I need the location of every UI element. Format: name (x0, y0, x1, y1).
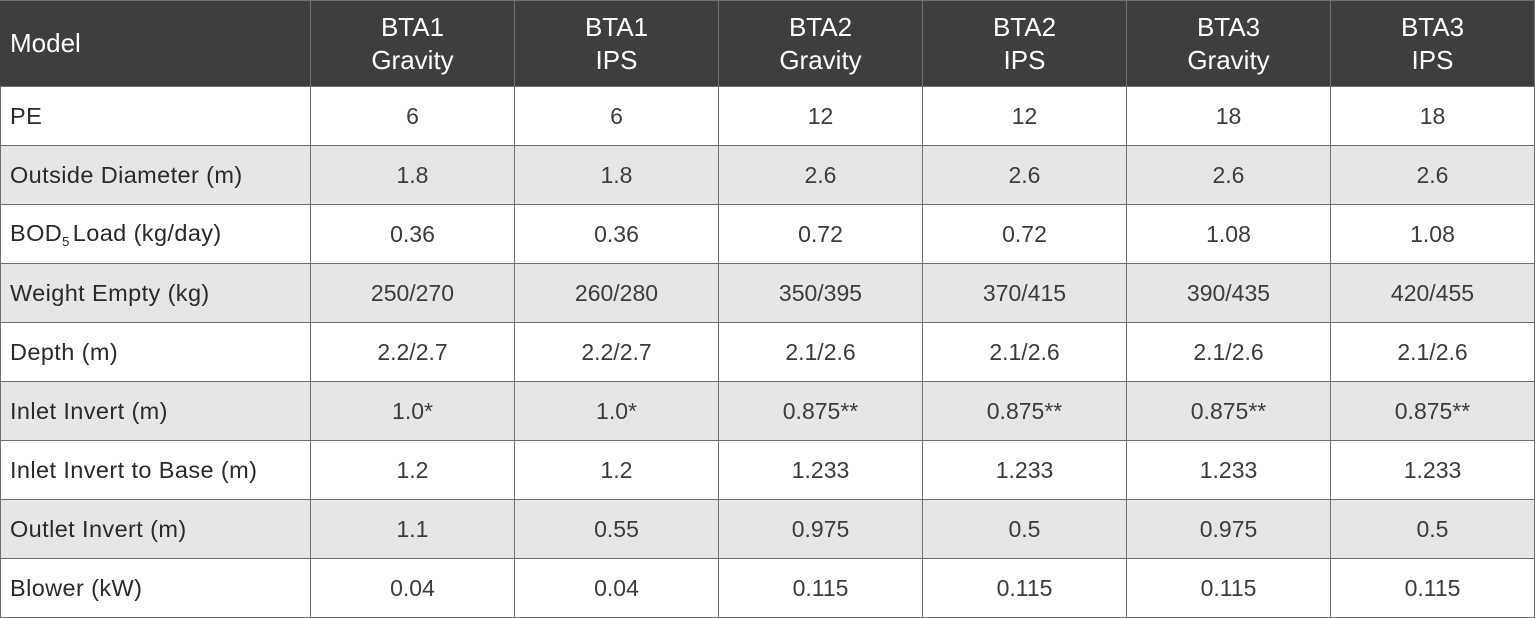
table-cell: 0.36 (514, 204, 719, 264)
table-cell: 2.6 (1330, 145, 1535, 205)
row-label-rest: Load (kg/day) (72, 219, 222, 246)
table-cell: 1.233 (922, 440, 1127, 500)
table-cell: 0.72 (718, 204, 923, 264)
table-cell: 1.1 (310, 499, 515, 559)
table-cell: 0.5 (922, 499, 1127, 559)
table-cell: 0.115 (718, 558, 923, 618)
table-cell: 1.08 (1126, 204, 1331, 264)
table-row-weight-empty: Weight Empty (kg) 250/270 260/280 350/39… (0, 263, 1535, 323)
table-cell: 260/280 (514, 263, 719, 323)
table-cell: 0.875** (718, 381, 923, 441)
header-line2: Gravity (1187, 44, 1270, 75)
table-cell: 0.04 (514, 558, 719, 618)
table-cell: 370/415 (922, 263, 1127, 323)
row-label-main: BOD (10, 219, 63, 246)
table-row-bod5-load: BOD5 Load (kg/day) 0.36 0.36 0.72 0.72 1.… (0, 204, 1535, 264)
table-cell: 6 (310, 86, 515, 146)
table-cell: 2.6 (718, 145, 923, 205)
table-cell: 18 (1126, 86, 1331, 146)
table-row-depth: Depth (m) 2.2/2.7 2.2/2.7 2.1/2.6 2.1/2.… (0, 322, 1535, 382)
table-cell: 1.0* (310, 381, 515, 441)
header-line2: IPS (595, 44, 638, 75)
table-cell: 0.36 (310, 204, 515, 264)
table-cell: 2.1/2.6 (1126, 322, 1331, 382)
row-label: Weight Empty (kg) (0, 263, 311, 323)
row-label: PE (0, 86, 311, 146)
table-cell: 0.72 (922, 204, 1127, 264)
table-cell: 2.6 (922, 145, 1127, 205)
table-cell: 12 (718, 86, 923, 146)
table-cell: 420/455 (1330, 263, 1535, 323)
row-label: Blower (kW) (0, 558, 311, 618)
table-cell: 2.1/2.6 (718, 322, 923, 382)
table-cell: 6 (514, 86, 719, 146)
row-label-subscript: 5 (62, 233, 70, 249)
header-line2: Gravity (371, 44, 454, 75)
table-cell: 2.2/2.7 (310, 322, 515, 382)
row-label: Depth (m) (0, 322, 311, 382)
table-cell: 1.2 (310, 440, 515, 500)
table-cell: 0.115 (1330, 558, 1535, 618)
table-cell: 1.233 (718, 440, 923, 500)
row-label: Outlet Invert (m) (0, 499, 311, 559)
table-row-outside-diameter: Outside Diameter (m) 1.8 1.8 2.6 2.6 2.6… (0, 145, 1535, 205)
row-label: Inlet Invert to Base (m) (0, 440, 311, 500)
table-cell: 0.55 (514, 499, 719, 559)
header-line1: BTA1 (380, 11, 445, 42)
header-bta1-ips: BTA1 IPS (514, 0, 719, 87)
table-cell: 2.6 (1126, 145, 1331, 205)
header-line1: BTA2 (992, 11, 1057, 42)
header-bta2-ips: BTA2 IPS (922, 0, 1127, 87)
header-line1: BTA2 (788, 11, 853, 42)
header-bta3-ips: BTA3 IPS (1330, 0, 1535, 87)
header-bta1-gravity: BTA1 Gravity (310, 0, 515, 87)
header-line1: BTA3 (1400, 11, 1465, 42)
header-line2: Gravity (779, 44, 862, 75)
header-line1: BTA1 (584, 11, 649, 42)
row-label: Outside Diameter (m) (0, 145, 311, 205)
table-cell: 0.115 (1126, 558, 1331, 618)
table-row-outlet-invert: Outlet Invert (m) 1.1 0.55 0.975 0.5 0.9… (0, 499, 1535, 559)
table-cell: 12 (922, 86, 1127, 146)
table-cell: 2.1/2.6 (1330, 322, 1535, 382)
table-cell: 0.875** (1126, 381, 1331, 441)
header-line2: IPS (1003, 44, 1046, 75)
table-cell: 1.8 (514, 145, 719, 205)
table-cell: 0.975 (1126, 499, 1331, 559)
table-cell: 0.875** (1330, 381, 1535, 441)
table-row-blower: Blower (kW) 0.04 0.04 0.115 0.115 0.115 … (0, 558, 1535, 618)
header-model-label: Model (0, 0, 311, 87)
table-cell: 390/435 (1126, 263, 1331, 323)
table-cell: 1.233 (1126, 440, 1331, 500)
table-cell: 250/270 (310, 263, 515, 323)
table-row-inlet-invert-to-base: Inlet Invert to Base (m) 1.2 1.2 1.233 1… (0, 440, 1535, 500)
header-bta2-gravity: BTA2 Gravity (718, 0, 923, 87)
table-cell: 1.233 (1330, 440, 1535, 500)
table-cell: 1.8 (310, 145, 515, 205)
table-cell: 0.975 (718, 499, 923, 559)
table-row-pe: PE 6 6 12 12 18 18 (0, 86, 1535, 146)
table-cell: 1.08 (1330, 204, 1535, 264)
table-cell: 1.2 (514, 440, 719, 500)
header-line2: IPS (1411, 44, 1454, 75)
table-cell: 2.2/2.7 (514, 322, 719, 382)
header-line1: BTA3 (1196, 11, 1261, 42)
table-cell: 350/395 (718, 263, 923, 323)
table-cell: 2.1/2.6 (922, 322, 1127, 382)
table-cell: 0.5 (1330, 499, 1535, 559)
row-label: Inlet Invert (m) (0, 381, 311, 441)
header-bta3-gravity: BTA3 Gravity (1126, 0, 1331, 87)
row-label: BOD5 Load (kg/day) (0, 204, 311, 264)
table-cell: 1.0* (514, 381, 719, 441)
table-cell: 0.115 (922, 558, 1127, 618)
table-row-inlet-invert: Inlet Invert (m) 1.0* 1.0* 0.875** 0.875… (0, 381, 1535, 441)
header-row: Model BTA1 Gravity BTA1 IPS BTA2 Gravity BT… (0, 0, 1535, 87)
table-cell: 0.875** (922, 381, 1127, 441)
table-cell: 18 (1330, 86, 1535, 146)
table-cell: 0.04 (310, 558, 515, 618)
